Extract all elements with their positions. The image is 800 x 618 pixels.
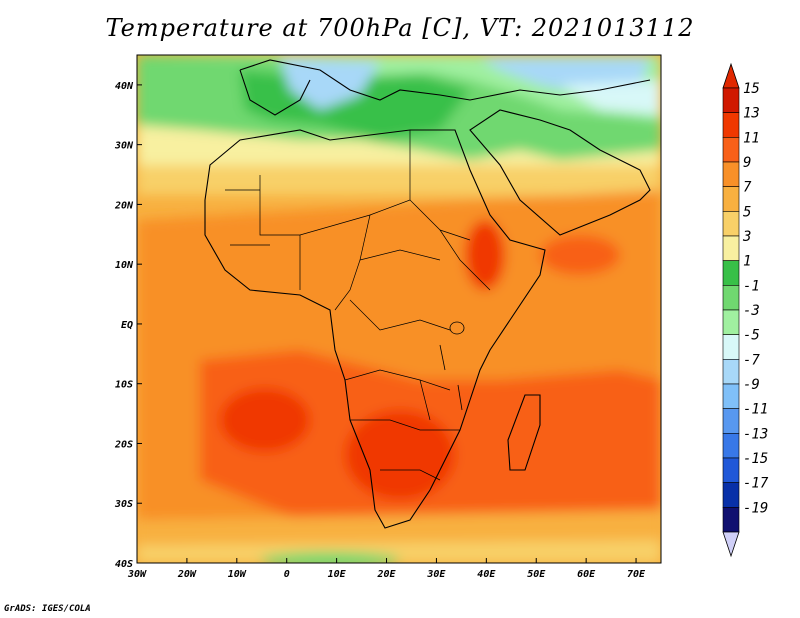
lat-tick-label: 40S bbox=[115, 559, 133, 570]
colorbar-segment bbox=[722, 87, 740, 113]
hot-core-indian-ocean bbox=[580, 395, 640, 445]
hot-core-ethiopia bbox=[465, 220, 505, 290]
colorbar-segment bbox=[722, 408, 740, 434]
zone-cold-blue bbox=[280, 58, 380, 110]
colorbar-label: 3 bbox=[742, 229, 751, 245]
lat-tick-label: 10S bbox=[115, 380, 133, 391]
colorbar-label: 1 bbox=[743, 254, 751, 270]
colorbar-label: 5 bbox=[743, 204, 751, 220]
lon-tick-label: 30E bbox=[426, 569, 446, 580]
lake-malawi bbox=[457, 384, 463, 411]
colorbar-cap-bottom bbox=[722, 531, 740, 558]
colorbar: 15 13 11 9 7 5 3 1 -1 -3 -5 -7 -9 -11 -13 -15 -17 -19 bbox=[722, 62, 769, 558]
lon-tick-label: 30W bbox=[127, 569, 147, 580]
lat-tick-label: 30N bbox=[114, 141, 134, 152]
colorbar-cap-top bbox=[722, 62, 740, 89]
colorbar-segment bbox=[722, 383, 740, 409]
grads-credit: GrADS: IGES/COLA bbox=[4, 604, 91, 614]
colorbar-segment bbox=[722, 334, 740, 360]
map-panel bbox=[137, 55, 661, 563]
coastline-arabia bbox=[469, 109, 651, 236]
colorbar-label: -7 bbox=[743, 352, 760, 368]
colorbar-segment bbox=[722, 285, 740, 311]
colorbar-segment bbox=[722, 211, 740, 237]
lake-victoria bbox=[449, 321, 465, 335]
colorbar-label: -9 bbox=[743, 377, 760, 393]
lon-tick-label: 60E bbox=[577, 569, 596, 580]
coastline-iberia bbox=[239, 69, 311, 116]
lat-tick-label: 30S bbox=[114, 499, 133, 510]
colorbar-label: -1 bbox=[743, 278, 760, 294]
colorbar-segment bbox=[722, 161, 740, 187]
hot-core-southern-africa bbox=[345, 410, 455, 500]
lat-tick-label: 20S bbox=[114, 439, 133, 450]
lat-tick-label: 20N bbox=[114, 200, 134, 211]
longitude-axis: 30W 20W 10W 0 10E 20E 30E 40E 50E 60E 70E bbox=[127, 558, 646, 580]
colorbar-segment bbox=[722, 507, 740, 533]
lon-tick-label: 20W bbox=[177, 569, 197, 580]
colorbar-label: 7 bbox=[743, 180, 752, 196]
lon-tick-label: 10W bbox=[228, 569, 247, 580]
lake-tanganyika bbox=[439, 344, 446, 371]
colorbar-segment bbox=[722, 457, 740, 483]
colorbar-segment bbox=[722, 186, 740, 212]
lat-tick-label: EQ bbox=[121, 320, 133, 331]
lon-tick-label: 40E bbox=[477, 569, 496, 580]
zone-cold-east-light bbox=[560, 80, 661, 115]
colorbar-label: -3 bbox=[743, 303, 760, 319]
colorbar-segment bbox=[722, 260, 740, 286]
lon-tick-label: 20E bbox=[376, 569, 396, 580]
colorbar-label: -19 bbox=[743, 500, 768, 516]
colorbar-segment bbox=[722, 235, 740, 261]
hot-core-arabian-sea bbox=[540, 235, 620, 275]
latitude-axis: 40N 30N 20N 10N EQ 10S 20S 30S 40S bbox=[114, 81, 142, 570]
colorbar-segment bbox=[722, 482, 740, 508]
colorbar-segment bbox=[722, 309, 740, 335]
colorbar-segment bbox=[722, 137, 740, 163]
zone-southern-green bbox=[260, 552, 400, 563]
map-frame bbox=[136, 54, 662, 564]
colorbar-label: -17 bbox=[743, 476, 769, 492]
colorbar-segment bbox=[722, 359, 740, 385]
country-borders bbox=[225, 130, 491, 481]
lon-tick-label: 0 bbox=[284, 569, 290, 580]
colorbar-label: -11 bbox=[743, 402, 768, 418]
lat-tick-label: 40N bbox=[115, 81, 134, 92]
colorbar-label: -5 bbox=[743, 328, 760, 344]
lat-tick-label: 10N bbox=[115, 260, 134, 271]
lon-tick-label: 10E bbox=[328, 569, 347, 580]
colorbar-label: -13 bbox=[743, 426, 768, 442]
colorbar-label: -15 bbox=[743, 451, 768, 467]
colorbar-label: 11 bbox=[743, 130, 760, 146]
colorbar-label: 15 bbox=[743, 81, 760, 97]
colorbar-segment bbox=[722, 112, 740, 138]
map-title: Temperature at 700hPa [C], VT: 202101311… bbox=[105, 14, 695, 42]
colorbar-segment bbox=[722, 433, 740, 459]
coastline-madagascar bbox=[507, 394, 541, 471]
coastline-europe bbox=[239, 59, 651, 101]
lon-tick-label: 50E bbox=[527, 569, 546, 580]
colorbar-label: 9 bbox=[743, 155, 751, 171]
colorbar-label: 13 bbox=[743, 106, 760, 122]
lon-tick-label: 70E bbox=[627, 569, 646, 580]
lakes bbox=[439, 321, 465, 411]
hot-core-atlantic bbox=[220, 388, 310, 452]
